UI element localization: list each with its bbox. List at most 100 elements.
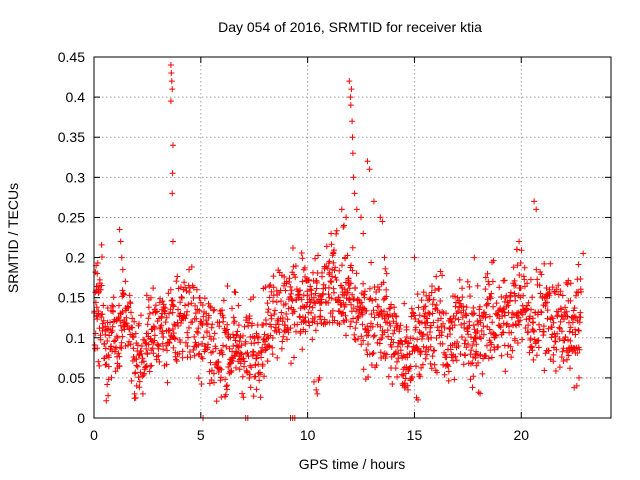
data-point xyxy=(349,244,356,251)
data-point xyxy=(239,390,246,397)
data-point xyxy=(445,368,452,375)
data-point xyxy=(104,338,111,344)
data-point xyxy=(222,391,229,398)
data-point xyxy=(235,302,242,309)
data-point xyxy=(533,266,540,273)
data-point xyxy=(231,318,238,325)
data-point xyxy=(115,314,122,320)
data-point xyxy=(528,306,534,313)
data-point xyxy=(340,309,347,316)
data-point xyxy=(136,384,143,391)
data-point xyxy=(387,322,394,329)
data-point xyxy=(486,281,492,288)
data-point xyxy=(290,271,297,278)
data-point xyxy=(147,294,154,301)
data-point xyxy=(387,305,394,312)
data-point xyxy=(133,382,140,389)
data-point xyxy=(183,288,190,294)
data-point xyxy=(347,323,354,330)
data-point xyxy=(167,62,174,68)
data-point xyxy=(416,312,423,319)
data-point xyxy=(437,268,444,275)
data-point xyxy=(246,375,253,381)
data-point xyxy=(349,150,356,157)
data-point xyxy=(109,323,116,330)
data-point xyxy=(359,304,366,311)
data-point xyxy=(270,298,276,305)
data-point xyxy=(268,312,274,319)
data-point xyxy=(238,342,245,349)
x-tick-labels: 0 5 10 15 20 xyxy=(90,427,529,443)
data-point xyxy=(441,371,448,378)
data-point xyxy=(462,352,469,359)
data-point xyxy=(288,287,295,294)
data-point xyxy=(425,309,432,316)
data-point xyxy=(420,289,427,296)
data-point xyxy=(134,342,141,349)
data-point xyxy=(370,333,377,340)
data-point xyxy=(541,260,548,267)
data-point xyxy=(284,336,290,343)
data-point xyxy=(348,318,354,325)
data-point xyxy=(523,307,530,314)
data-point xyxy=(328,295,335,302)
data-point xyxy=(233,349,240,356)
data-point xyxy=(306,303,313,310)
data-point xyxy=(466,283,473,290)
data-point xyxy=(449,318,456,325)
data-point xyxy=(399,341,406,348)
data-point xyxy=(480,323,487,330)
data-point xyxy=(346,285,353,292)
data-point xyxy=(393,320,400,327)
data-point xyxy=(109,302,116,309)
data-point xyxy=(444,362,451,369)
data-point xyxy=(138,350,145,357)
data-point xyxy=(418,348,424,355)
data-point xyxy=(314,320,321,327)
data-point xyxy=(140,358,147,365)
data-point xyxy=(383,286,390,293)
data-point xyxy=(544,307,551,314)
data-point xyxy=(127,300,134,307)
data-point xyxy=(575,327,582,334)
data-point xyxy=(289,297,296,304)
data-point xyxy=(164,379,171,386)
y-tick-label: 0.45 xyxy=(58,49,85,65)
data-point xyxy=(382,355,389,362)
data-point xyxy=(290,245,296,251)
data-point xyxy=(567,280,574,287)
data-point xyxy=(360,366,367,373)
data-point xyxy=(540,323,547,330)
data-point xyxy=(124,303,131,310)
data-point xyxy=(119,266,126,273)
data-point xyxy=(125,304,132,311)
data-point xyxy=(224,382,231,389)
data-point xyxy=(390,330,397,337)
data-point xyxy=(540,332,547,339)
data-point xyxy=(353,270,360,277)
data-point xyxy=(438,329,445,336)
data-point xyxy=(95,283,101,290)
data-point xyxy=(402,338,408,345)
data-point xyxy=(460,307,467,314)
data-point xyxy=(411,254,418,261)
data-point xyxy=(155,352,162,359)
data-point xyxy=(151,337,158,344)
data-point xyxy=(110,294,117,301)
data-point xyxy=(394,358,400,365)
data-point xyxy=(344,252,351,259)
data-point xyxy=(200,313,207,320)
data-point xyxy=(445,363,452,370)
data-point xyxy=(170,303,177,310)
data-point xyxy=(374,283,381,290)
data-point xyxy=(308,309,315,316)
data-point xyxy=(427,343,434,350)
data-point xyxy=(136,320,142,327)
data-point xyxy=(384,311,391,318)
data-point xyxy=(550,319,557,326)
data-point xyxy=(350,305,357,311)
data-point xyxy=(270,284,277,291)
data-point xyxy=(534,276,541,283)
data-point xyxy=(562,334,569,340)
data-point xyxy=(186,266,193,273)
